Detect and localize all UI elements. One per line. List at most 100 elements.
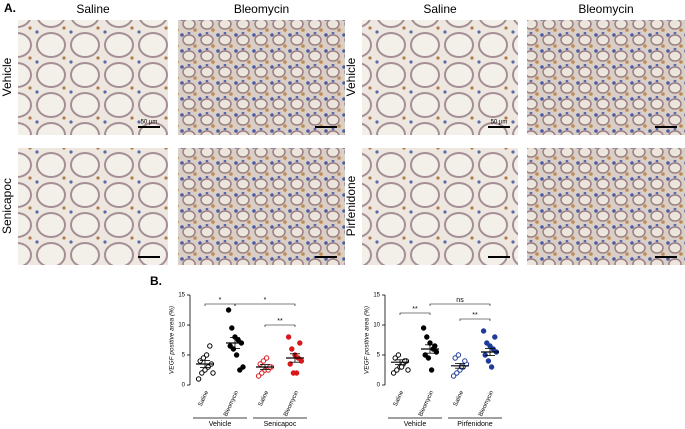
significance-bracket <box>429 303 491 306</box>
y-tick-label: 0 <box>377 383 381 389</box>
micrograph <box>362 20 518 135</box>
data-point <box>240 364 246 370</box>
data-point <box>485 358 492 364</box>
y-tick-label: 15 <box>178 293 185 299</box>
x-tick-label: Saline <box>258 389 271 407</box>
scale-bar-label: 50 µm <box>141 120 158 126</box>
y-tick-label: 0 <box>182 383 186 389</box>
y-tick-label: 10 <box>178 323 185 329</box>
micrograph <box>18 148 168 265</box>
data-point <box>490 346 496 352</box>
data-point <box>390 370 397 376</box>
data-point <box>398 364 405 370</box>
y-tick-label: 15 <box>373 293 380 299</box>
data-point <box>424 334 430 340</box>
significance-bracket <box>264 324 296 327</box>
data-point <box>425 355 432 361</box>
panel-label: B. <box>150 274 162 288</box>
data-point <box>297 340 303 346</box>
data-point <box>203 352 210 358</box>
micrograph <box>178 148 345 265</box>
data-point <box>259 370 265 376</box>
data-point <box>420 325 427 331</box>
row-label: Pirfenidone <box>344 175 358 236</box>
micrograph <box>362 148 518 265</box>
y-axis-label: VEGF positive area (%) <box>364 306 371 374</box>
micrograph <box>18 20 168 135</box>
y-axis-label: VEGF positive area (%) <box>169 306 176 374</box>
x-tick-label: Saline <box>453 389 466 407</box>
data-point <box>462 358 468 364</box>
data-point <box>195 376 202 382</box>
data-point <box>433 349 440 355</box>
significance-bracket <box>204 303 236 306</box>
panel-label: A. <box>4 1 16 15</box>
data-point <box>257 361 263 367</box>
data-point <box>233 352 240 358</box>
x-tick-label: Bleomycin <box>478 390 495 418</box>
column-label: Bleomycin <box>578 2 633 16</box>
data-point <box>207 343 213 349</box>
row-label: Vehicle <box>344 57 358 96</box>
significance-bracket <box>234 303 296 306</box>
x-tick-label: Bleomycin <box>283 390 300 418</box>
significance-bracket <box>459 318 491 321</box>
data-point <box>452 355 458 361</box>
data-point <box>210 370 216 376</box>
data-point <box>230 346 237 352</box>
micrograph <box>527 148 685 265</box>
data-point <box>422 352 428 358</box>
data-point <box>260 358 267 364</box>
data-point <box>263 355 270 361</box>
y-tick-label: 5 <box>377 353 381 359</box>
group-label: Vehicle <box>209 421 232 428</box>
data-point <box>395 352 402 358</box>
significance-bracket <box>399 312 431 315</box>
data-point <box>428 367 435 373</box>
data-point <box>405 367 411 373</box>
data-point <box>293 370 300 376</box>
data-point <box>199 370 205 376</box>
data-point <box>394 367 400 373</box>
y-tick-label: 10 <box>373 323 380 329</box>
significance-label: ** <box>472 312 478 319</box>
row-label: Vehicle <box>0 57 14 96</box>
significance-label: ** <box>277 318 283 325</box>
x-tick-label: Saline <box>393 389 406 407</box>
data-point <box>298 358 305 364</box>
x-tick-label: Bleomycin <box>223 390 240 418</box>
data-point <box>287 361 293 367</box>
data-point <box>454 370 460 376</box>
group-label: Senicapoc <box>264 421 297 428</box>
data-point <box>289 346 295 352</box>
data-point <box>455 352 462 358</box>
data-point <box>229 325 235 331</box>
x-tick-label: Saline <box>198 389 211 407</box>
data-point <box>482 352 488 358</box>
column-label: Saline <box>423 2 457 16</box>
data-point <box>197 358 203 364</box>
group-label: Pirfenidone <box>457 421 493 428</box>
significance-label: * <box>219 297 222 304</box>
significance-label: ns <box>456 297 464 304</box>
data-point <box>205 364 211 370</box>
data-point <box>480 328 487 334</box>
data-point <box>225 307 232 313</box>
column-label: Saline <box>76 2 110 16</box>
significance-label: * <box>264 297 267 304</box>
data-point <box>237 367 243 373</box>
micrograph <box>178 20 345 135</box>
data-point <box>484 340 490 346</box>
x-tick-label: Bleomycin <box>418 390 435 418</box>
data-point <box>450 373 457 379</box>
micrograph <box>527 20 685 135</box>
row-label: Senicapoc <box>0 178 14 234</box>
data-point <box>255 373 262 379</box>
data-point <box>492 334 498 340</box>
data-point <box>285 334 292 340</box>
data-point <box>488 364 495 370</box>
scale-bar-label: 50 µm <box>491 120 508 126</box>
y-tick-label: 5 <box>182 353 186 359</box>
significance-label: ** <box>412 306 418 313</box>
